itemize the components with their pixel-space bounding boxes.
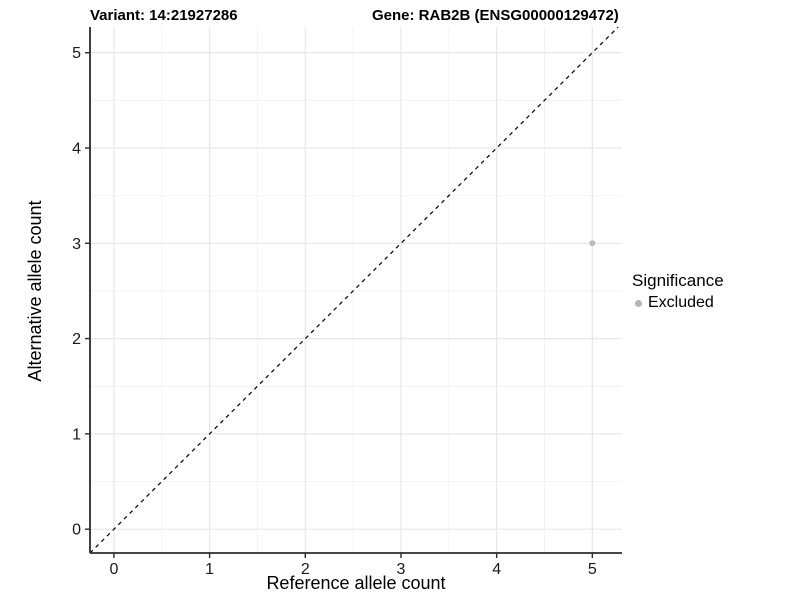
x-tick-label: 5: [588, 561, 597, 578]
plot-title-gene: Gene: RAB2B (ENSG00000129472): [372, 7, 619, 24]
legend-item-excluded[interactable]: Excluded: [635, 294, 724, 312]
x-tick-label: 4: [492, 561, 501, 578]
legend-title: Significance: [632, 271, 724, 290]
plot-title-variant: Variant: 14:21927286: [90, 7, 238, 24]
x-axis-title: Reference allele count: [266, 573, 446, 593]
y-tick-label: 5: [72, 45, 81, 62]
y-tick-label: 0: [72, 522, 81, 539]
y-tick-label: 2: [72, 331, 81, 348]
data-point[interactable]: [589, 240, 596, 247]
x-tick-label: 0: [109, 561, 118, 578]
plot-panel: [90, 27, 622, 553]
x-tick-label: 3: [397, 561, 406, 578]
legend: Significance Excluded: [632, 271, 724, 312]
y-tick-label: 1: [72, 426, 81, 443]
x-tick-label: 2: [301, 561, 310, 578]
legend-point-icon: [635, 299, 642, 307]
x-tick-label: 1: [205, 561, 214, 578]
y-axis-title: Alternative allele count: [25, 200, 45, 382]
y-tick-label: 4: [72, 141, 81, 158]
legend-item-label: Excluded: [648, 294, 714, 311]
y-tick-label: 3: [72, 236, 81, 253]
